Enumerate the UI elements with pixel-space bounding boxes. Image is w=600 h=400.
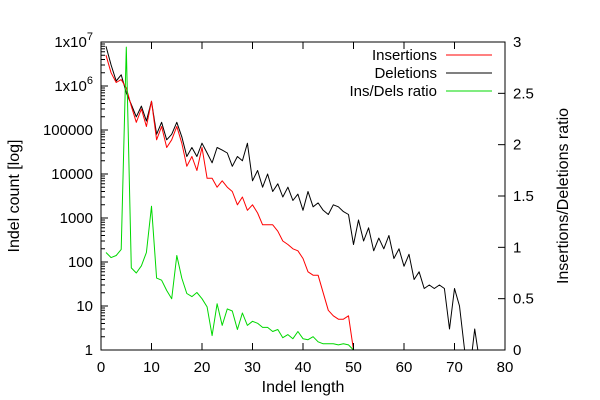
x-tick-label: 10 (143, 359, 160, 376)
y-tick-label: 1000 (60, 210, 93, 227)
y-axis-title: Indel count [log] (6, 140, 23, 253)
x-tick-label: 30 (244, 359, 261, 376)
y-tick-label: 10000 (51, 166, 93, 183)
legend-label: Deletions (374, 65, 437, 82)
y-tick-label: 1x106 (54, 75, 93, 95)
series-layer (105, 46, 479, 350)
y-tick-exponent: 6 (87, 75, 93, 87)
y-tick-label: 1x107 (54, 31, 93, 51)
y-tick-label: 100000 (43, 122, 93, 139)
y2-tick-label: 2.5 (513, 85, 534, 102)
y2-tick-label: 0.5 (513, 291, 534, 308)
y-tick-base: 1x10 (54, 78, 87, 95)
y2-tick-label: 0 (513, 342, 521, 359)
x-axis-title: Indel length (262, 379, 345, 396)
y-tick-base: 1x10 (54, 34, 87, 51)
y-tick-exponent: 7 (87, 31, 93, 43)
series-line-deletions (105, 46, 479, 350)
x-tick-label: 60 (396, 359, 413, 376)
legend-label: Ins/Dels ratio (349, 83, 437, 100)
legend-label: Insertions (372, 47, 437, 64)
y2-axis-title: Insertions/Deletions ratio (555, 108, 572, 284)
x-tick-label: 70 (446, 359, 463, 376)
y2-tick-label: 1 (513, 239, 521, 256)
y2-tick-label: 1.5 (513, 188, 534, 205)
y2-tick-label: 2 (513, 137, 521, 154)
y-tick-label: 100 (68, 254, 93, 271)
series-line-insertions (105, 55, 354, 350)
series-line-ins-dels-ratio (105, 46, 354, 350)
x-tick-label: 20 (194, 359, 211, 376)
y2-tick-label: 3 (513, 34, 521, 51)
x-tick-label: 50 (345, 359, 362, 376)
axis-layer: 0 10 20 30 40 50 60 70 801101001000100001000001x… (43, 31, 534, 376)
x-tick-label: 80 (497, 359, 514, 376)
y-tick-label: 1 (85, 342, 93, 359)
x-tick-label: 0 (97, 359, 105, 376)
x-tick-label: 40 (295, 359, 312, 376)
y-tick-label: 10 (76, 298, 93, 315)
